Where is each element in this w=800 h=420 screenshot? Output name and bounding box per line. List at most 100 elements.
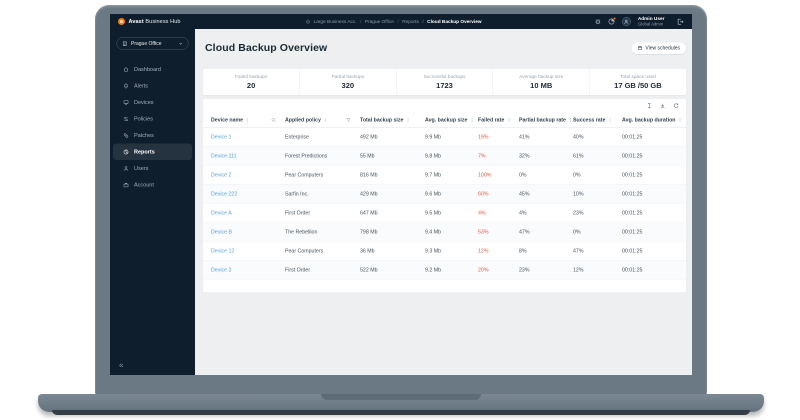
- avg-backup-size-cell: 9.7 Mb: [425, 171, 442, 178]
- avg-backup-size-cell: 9.3 Mb: [425, 247, 442, 254]
- refresh-icon[interactable]: [674, 103, 680, 109]
- column-label: Total backup size: [360, 116, 404, 123]
- device-name-link[interactable]: Device 12: [211, 247, 235, 254]
- dashboard-icon: [123, 66, 129, 72]
- applied-policy-cell: The Rebellion: [285, 228, 318, 235]
- sort-icon[interactable]: [678, 117, 682, 122]
- partial-backup-rate-cell: 0%: [519, 171, 527, 178]
- sidebar-item-account[interactable]: Account: [113, 177, 192, 194]
- success-rate-cell: 61%: [573, 152, 584, 159]
- device-name-link[interactable]: Device 1: [211, 133, 232, 140]
- filter-icon[interactable]: [346, 117, 351, 122]
- avast-logo-icon: a: [118, 18, 125, 25]
- device-name-link[interactable]: Device 3: [211, 266, 232, 273]
- breadcrumb-item[interactable]: Prague Office: [357, 19, 394, 25]
- sidebar-item-users[interactable]: Users: [113, 160, 192, 177]
- stat-label: Failed backups: [235, 74, 268, 80]
- avg-backup-size-cell: 9.6 Mb: [425, 190, 442, 197]
- avg-backup-duration-cell: 00:01:25: [622, 171, 643, 178]
- stat-value: 20: [246, 81, 256, 91]
- column-header-partial-backup-rate[interactable]: Partial backup rate: [519, 117, 573, 123]
- column-label: Device name: [211, 116, 244, 123]
- pie-chart-icon[interactable]: [608, 17, 616, 25]
- sidebar-item-patches[interactable]: Patches: [113, 127, 192, 144]
- column-header-failed-rate[interactable]: Failed rate: [478, 117, 519, 123]
- gear-icon[interactable]: ⚙: [595, 17, 601, 26]
- column-header-device-name[interactable]: Device name: [203, 117, 285, 123]
- device-name-link[interactable]: Device 2: [211, 171, 232, 178]
- sidebar-collapse-button[interactable]: «: [119, 361, 124, 370]
- partial-backup-rate-cell: 45%: [519, 190, 530, 197]
- column-header-success-rate[interactable]: Success rate: [573, 117, 622, 123]
- device-name-link[interactable]: Device A: [211, 209, 232, 216]
- column-label: Failed rate: [478, 116, 505, 123]
- stat-label: Partial backups: [331, 74, 365, 80]
- sidebar-item-label: Patches: [134, 132, 154, 139]
- table-row: Device 222 Sarfin Inc. 429 Mb 9.6 Mb 60%…: [203, 184, 686, 204]
- breadcrumb-item[interactable]: Large Business Acc.: [313, 18, 357, 25]
- success-rate-cell: 10%: [573, 190, 584, 197]
- table-body: Device 1 Enterprise 492 Mb 9.9 Mb 19% 41…: [203, 128, 686, 280]
- breadcrumb-item[interactable]: Cloud Backup Overview: [419, 19, 481, 25]
- stat-value: 1723: [436, 81, 453, 91]
- stats-bar: Failed backups 20 Partial backups 320 Su…: [203, 69, 686, 95]
- table-row: Device 111 Forest Predictions 55 Mb 9.8 …: [203, 146, 686, 166]
- chevron-down-icon: [179, 42, 183, 45]
- sidebar-item-alerts[interactable]: Alerts: [113, 78, 192, 95]
- partial-backup-rate-cell: 47%: [519, 228, 530, 235]
- patch-icon: [123, 133, 129, 138]
- failed-rate-cell: 53%: [478, 228, 489, 235]
- device-name-link[interactable]: Device 111: [211, 152, 237, 159]
- sort-icon[interactable]: [470, 117, 474, 122]
- bell-icon: [124, 83, 128, 89]
- breadcrumb-item[interactable]: Reports: [394, 19, 419, 25]
- download-icon[interactable]: [660, 103, 666, 109]
- column-header-applied-policy[interactable]: Applied policy: [285, 117, 360, 123]
- total-backup-size-cell: 492 Mb: [360, 133, 378, 140]
- device-name-link[interactable]: Device 222: [211, 190, 238, 197]
- view-schedules-button[interactable]: View schedules: [631, 42, 686, 54]
- column-header-avg-backup-size[interactable]: Avg. backup size: [425, 117, 478, 123]
- org-selector-label: Prague Office: [131, 40, 162, 47]
- text-cursor-icon[interactable]: [647, 103, 653, 109]
- stat-value: 17 GB /50 GB: [614, 81, 662, 91]
- breadcrumb: Large Business Acc. Prague Office Report…: [306, 18, 482, 25]
- user-icon: [123, 165, 129, 171]
- avg-backup-size-cell: 9.5 Mb: [425, 209, 442, 216]
- success-rate-cell: 40%: [573, 133, 584, 140]
- total-backup-size-cell: 55 Mb: [360, 152, 375, 159]
- avatar[interactable]: [621, 17, 631, 26]
- sidebar-item-policies[interactable]: Policies: [113, 111, 192, 128]
- column-label: Success rate: [573, 116, 606, 123]
- success-rate-cell: 0%: [573, 228, 581, 235]
- column-label: Avg. backup size: [425, 116, 468, 123]
- sidebar-item-reports[interactable]: Reports: [113, 143, 192, 160]
- sort-icon[interactable]: [323, 117, 327, 122]
- column-header-avg-backup-duration[interactable]: Avg. backup duration: [622, 117, 686, 123]
- sort-icon[interactable]: [507, 117, 511, 122]
- device-name-link[interactable]: Device B: [211, 228, 233, 235]
- search-icon[interactable]: [271, 117, 276, 122]
- avg-backup-duration-cell: 00:01:25: [622, 247, 643, 254]
- sliders-icon: [123, 116, 129, 121]
- logout-icon[interactable]: [677, 18, 685, 26]
- sort-icon[interactable]: [608, 117, 612, 122]
- success-rate-cell: 0%: [573, 171, 581, 178]
- org-selector[interactable]: Prague Office: [116, 37, 189, 50]
- column-label: Avg. backup duration: [622, 116, 676, 123]
- brand-text: Avast Business Hub: [129, 19, 181, 25]
- sidebar-item-dashboard[interactable]: Dashboard: [113, 61, 192, 78]
- monitor-icon: [123, 100, 129, 105]
- sort-icon[interactable]: [406, 117, 410, 122]
- column-header-total-backup-size[interactable]: Total backup size: [360, 117, 425, 123]
- column-label: Partial backup rate: [519, 116, 566, 123]
- user-menu[interactable]: Admin User Global Admin: [638, 16, 665, 26]
- sort-icon[interactable]: [246, 117, 250, 122]
- stat-label: Total space used: [620, 74, 656, 80]
- main-content: Cloud Backup Overview View schedules Fai…: [195, 29, 692, 375]
- stat-label: Average backup size: [519, 74, 564, 80]
- partial-backup-rate-cell: 8%: [519, 247, 527, 254]
- sidebar-item-devices[interactable]: Devices: [113, 94, 192, 111]
- total-backup-size-cell: 36 Mb: [360, 247, 375, 254]
- sort-icon[interactable]: [568, 117, 572, 122]
